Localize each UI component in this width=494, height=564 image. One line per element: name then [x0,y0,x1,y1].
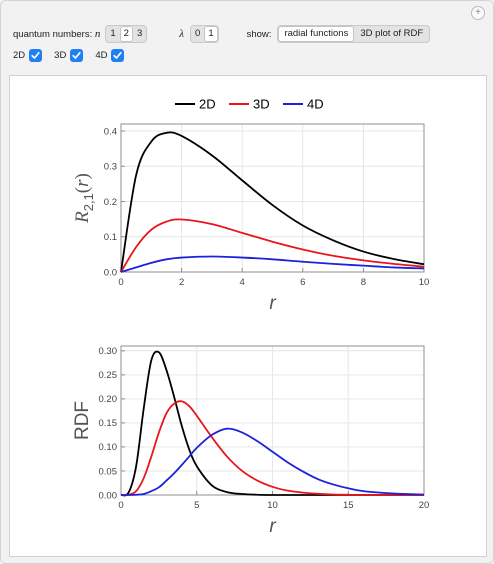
y-tick-label: 0.05 [99,466,118,477]
y-axis-label: RDF [72,401,93,440]
legend-label-2d: 2D [199,97,216,112]
x-axis-label: r [269,516,276,537]
legend-label-4d: 4D [307,97,324,112]
x-tick-label: 0 [118,500,123,511]
controls-row-dimensions: 2D 3D 4D [13,49,136,62]
n-selector: 1 2 3 [105,25,148,43]
y-tick-label: 0.25 [99,370,118,381]
n-option-1[interactable]: 1 [110,28,116,39]
y-axis-label-argument-close: ) [72,173,93,179]
y-tick-label: 0.0 [104,267,117,278]
checkmark-icon [113,51,123,59]
quantum-numbers-text: quantum numbers: [13,29,93,40]
checkmark-icon [72,51,81,59]
lambda-selector: 0 1 [190,25,219,43]
quantum-numbers-label: quantum numbers: n [13,28,100,40]
series-line-2d [120,131,425,273]
y-tick-label: 0.2 [104,197,117,208]
checkbox-3d[interactable] [70,49,84,62]
x-tick-label: 4 [240,277,245,288]
y-tick-label: 0.4 [104,126,117,137]
x-tick-label: 10 [267,500,278,511]
n-option-3[interactable]: 3 [136,28,143,39]
x-tick-label: 0 [118,277,123,288]
checkbox-3d-label: 3D [54,50,67,61]
series-line-4d [120,255,425,273]
lambda-option-1[interactable]: 1 [204,26,218,42]
y-tick-label: 0.15 [99,418,118,429]
y-axis-label-argument: ( [72,187,93,193]
controls-row-quantum: quantum numbers: n 1 2 3 λ 0 1 show: rad… [13,25,431,43]
y-tick-label: 0.00 [99,490,118,501]
y-axis-label-subscript: 2,1 [81,193,96,211]
show-label: show: [246,28,272,40]
legend-label-3d: 3D [253,97,270,112]
show-option-radial-functions[interactable]: radial functions [278,26,355,42]
legend: 2D 3D 4D [175,97,324,112]
n-symbol: n [94,28,101,40]
checkbox-4d-label: 4D [95,50,108,61]
y-axis-label-main: R [72,211,93,224]
checkbox-2d[interactable] [29,49,43,62]
show-option-3d-plot[interactable]: 3D plot of RDF [360,28,424,39]
y-axis-label-argument-var: r [72,179,93,187]
lambda-symbol: λ [179,28,185,40]
lambda-option-0[interactable]: 0 [195,28,201,39]
plus-icon[interactable]: + [471,6,485,20]
show-selector: radial functions 3D plot of RDF [277,25,431,43]
x-axis-label: r [269,293,276,314]
x-tick-label: 8 [361,277,366,288]
y-tick-label: 0.1 [104,232,117,243]
checkbox-4d[interactable] [111,49,125,62]
x-tick-label: 2 [179,277,184,288]
checkmark-icon [31,51,40,59]
y-tick-label: 0.10 [99,442,118,453]
y-tick-label: 0.3 [104,162,117,173]
y-tick-label: 0.30 [99,346,118,357]
x-tick-label: 20 [419,500,430,511]
x-tick-label: 10 [419,277,430,288]
plot-frame [120,123,425,273]
y-tick-label: 0.20 [99,394,118,405]
series-line-4d [120,427,425,496]
series-line-3d [120,400,424,497]
rdf-chart: 0 5 10 15 20 0.00 0.05 0.10 0.15 0.20 0.25 0.30 r RDF [72,345,430,537]
x-tick-label: 15 [343,500,354,511]
x-tick-label: 6 [300,277,305,288]
x-tick-label: 5 [194,500,199,511]
n-option-2[interactable]: 2 [119,26,133,42]
series-line-3d [120,218,425,273]
y-axis-label: R2,1(r) [72,173,96,224]
checkbox-2d-label: 2D [13,50,26,61]
